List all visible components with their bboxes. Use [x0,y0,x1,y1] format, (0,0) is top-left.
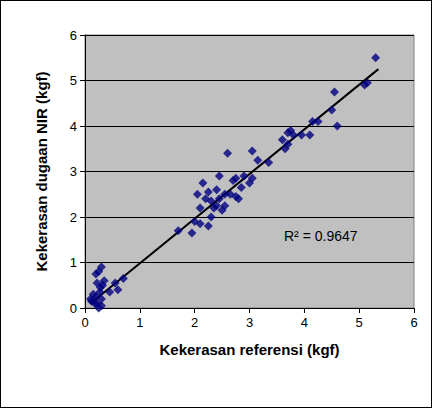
svg-text:3: 3 [70,164,77,179]
svg-text:4: 4 [301,315,308,330]
svg-text:3: 3 [246,315,253,330]
svg-text:Kekerasan referensi (kgf): Kekerasan referensi (kgf) [159,341,339,358]
svg-text:5: 5 [70,73,77,88]
svg-text:R² = 0.9647: R² = 0.9647 [284,228,358,244]
svg-text:0: 0 [70,301,77,316]
svg-text:2: 2 [191,315,198,330]
svg-text:1: 1 [136,315,143,330]
svg-text:Kekerasan dugaan NIR (kgf): Kekerasan dugaan NIR (kgf) [33,71,50,271]
svg-text:4: 4 [70,119,77,134]
svg-text:5: 5 [356,315,363,330]
svg-text:0: 0 [81,315,88,330]
svg-text:6: 6 [410,315,417,330]
svg-text:2: 2 [70,210,77,225]
svg-text:1: 1 [70,255,77,270]
svg-text:6: 6 [70,28,77,43]
